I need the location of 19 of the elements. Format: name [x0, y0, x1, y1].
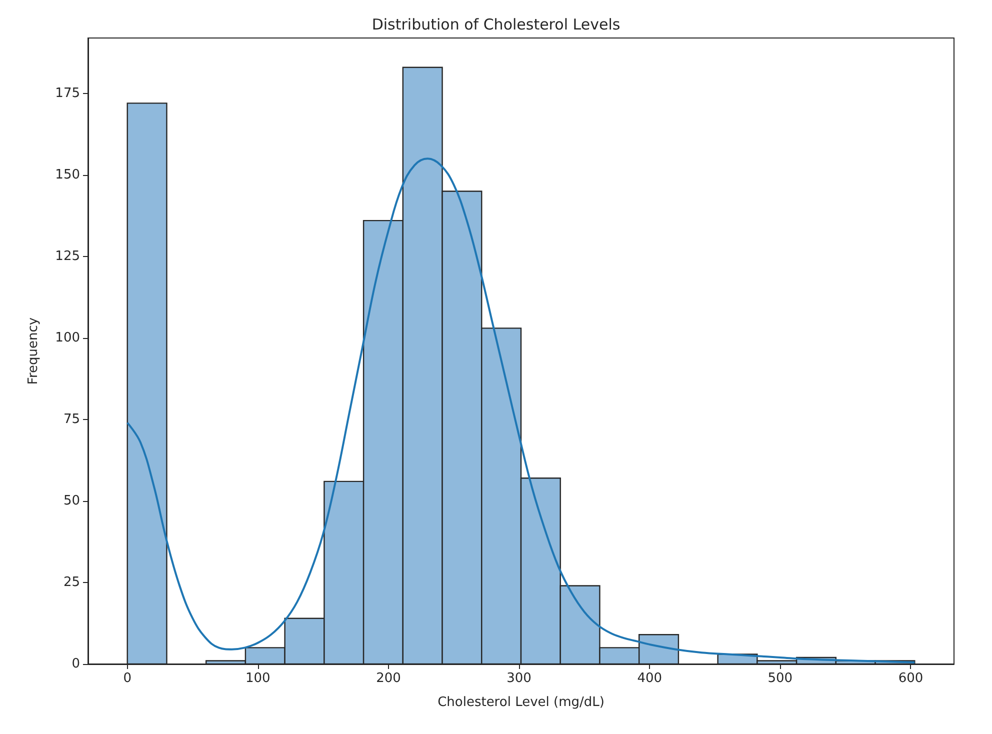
y-tick-label: 100: [55, 330, 80, 346]
y-axis-title: Frequency: [26, 317, 41, 385]
x-tick-label: 500: [768, 671, 793, 686]
y-tick-label: 125: [55, 248, 80, 264]
chart-title: Distribution of Cholesterol Levels: [372, 16, 620, 34]
x-tick-label: 400: [637, 671, 662, 686]
y-tick-label: 0: [72, 656, 80, 672]
y-tick-label: 50: [63, 493, 80, 508]
x-tick-label: 0: [123, 671, 132, 686]
y-tick-label: 25: [63, 574, 80, 590]
line-series: [126, 158, 916, 664]
x-tick-label: 300: [506, 671, 532, 686]
x-tick-label: 100: [246, 671, 270, 686]
x-tick-label: 200: [376, 671, 401, 686]
y-tick-label: 150: [55, 167, 80, 182]
y-tick-label: 175: [55, 86, 80, 101]
y-tick-label: 75: [63, 412, 80, 427]
x-axis-title: Cholesterol Level (mg/dL): [438, 695, 604, 710]
x-tick-label: 600: [898, 671, 924, 686]
